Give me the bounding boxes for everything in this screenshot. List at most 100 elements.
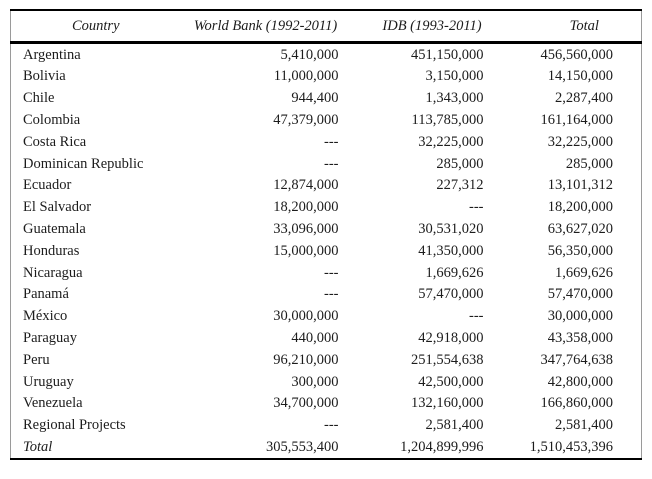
total-cell: 63,627,020 [547, 221, 613, 238]
idb-cell: 32,225,000 [418, 133, 484, 150]
world-bank-cell: 33,096,000 [273, 221, 339, 238]
table-row: Peru 96,210,000 251,554,638 347,764,638 [11, 349, 642, 371]
world-bank-cell: --- [324, 133, 339, 150]
country-cell: México [23, 308, 68, 325]
country-cell: Colombia [23, 112, 81, 129]
country-cell: El Salvador [23, 199, 92, 216]
total-cell: 1,669,626 [555, 264, 613, 281]
total-cell: 42,800,000 [547, 373, 613, 390]
total-cell: 2,287,400 [555, 90, 613, 107]
total-cell: 166,860,000 [540, 395, 614, 412]
world-bank-cell: --- [324, 286, 339, 303]
country-cell: Honduras [23, 242, 80, 259]
total-row-label: Total [23, 438, 53, 455]
table-row: Venezuela 34,700,000 132,160,000 166,860,00… [11, 393, 642, 415]
column-header-total: Total [569, 17, 599, 34]
world-bank-cell: 15,000,000 [273, 242, 339, 259]
table-row: Costa Rica --- 32,225,000 32,225,000 [11, 131, 642, 153]
world-bank-cell: 300,000 [291, 373, 339, 390]
idb-cell: 251,554,638 [411, 351, 484, 368]
idb-cell: --- [469, 199, 484, 216]
idb-cell: 57,470,000 [418, 286, 484, 303]
total-idb-value: 1,204,899,996 [400, 438, 484, 455]
idb-cell: 3,150,000 [425, 68, 484, 85]
idb-cell: 227,312 [436, 177, 484, 194]
table-row: Regional Projects --- 2,581,400 2,581,400 [11, 415, 642, 437]
country-cell: Peru [23, 351, 50, 368]
funding-by-country-table: Country World Bank (1992-2011) IDB (1993… [10, 9, 642, 461]
header-row: Country World Bank (1992-2011) IDB (1993… [10, 10, 642, 43]
column-header-world-bank: World Bank (1992-2011) [193, 17, 338, 34]
world-bank-cell: 12,874,000 [273, 177, 339, 194]
table-row: Colombia 47,379,000 113,785,000 161,164,000 [11, 109, 642, 131]
idb-cell: 1,343,000 [425, 90, 484, 107]
total-cell: 2,581,400 [555, 417, 613, 434]
table-row: México 30,000,000 --- 30,000,000 [11, 306, 642, 328]
table-body: Argentina 5,410,000 451,150,000 456,560,000… [11, 43, 642, 460]
idb-cell: 42,500,000 [418, 373, 484, 390]
country-cell: Paraguay [23, 330, 77, 346]
total-cell: 456,560,000 [540, 46, 614, 63]
world-bank-cell: 944,400 [291, 90, 339, 107]
total-cell: 43,358,000 [547, 330, 613, 346]
country-cell: Venezuela [23, 395, 83, 412]
total-total-value: 1,510,453,396 [529, 438, 613, 455]
total-row: Total 305,553,400 1,204,899,996 1,510,45… [11, 436, 642, 459]
total-cell: 56,350,000 [547, 242, 613, 259]
table-row: Guatemala 33,096,000 30,531,020 63,627,020 [11, 218, 642, 240]
world-bank-cell: 47,379,000 [273, 112, 339, 129]
table-row: Chile 944,400 1,343,000 2,287,400 [11, 88, 642, 110]
world-bank-cell: 18,200,000 [273, 199, 339, 216]
idb-cell: --- [469, 308, 484, 325]
world-bank-cell: --- [324, 417, 339, 434]
world-bank-cell: --- [324, 264, 339, 281]
total-cell: 13,101,312 [547, 177, 613, 194]
country-cell: Chile [23, 90, 55, 107]
country-cell: Nicaragua [23, 264, 83, 281]
idb-cell: 42,918,000 [418, 330, 484, 346]
total-cell: 18,200,000 [547, 199, 613, 216]
table-row: Uruguay 300,000 42,500,000 42,800,000 [11, 371, 642, 393]
column-header-idb: IDB (1993-2011) [382, 17, 482, 34]
country-cell: Guatemala [23, 221, 86, 238]
table-row: Nicaragua --- 1,669,626 1,669,626 [11, 262, 642, 284]
country-cell: Regional Projects [23, 417, 126, 434]
idb-cell: 30,531,020 [418, 221, 484, 238]
country-cell: Dominican Republic [23, 155, 144, 172]
country-cell: Panamá [23, 286, 69, 303]
table-row: Paraguay 440,000 42,918,000 43,358,000 [11, 327, 642, 349]
total-cell: 285,000 [565, 155, 613, 172]
world-bank-cell: --- [324, 155, 339, 172]
table-header: Country World Bank (1992-2011) IDB (1993… [10, 10, 642, 43]
world-bank-cell: 34,700,000 [273, 395, 339, 412]
country-cell: Bolivia [23, 68, 66, 85]
total-cell: 161,164,000 [540, 112, 614, 129]
country-cell: Costa Rica [23, 133, 87, 150]
country-cell: Argentina [23, 46, 81, 63]
idb-cell: 41,350,000 [418, 242, 484, 259]
country-cell: Uruguay [23, 373, 74, 390]
table-row: Dominican Republic --- 285,000 285,000 [11, 153, 642, 175]
total-cell: 30,000,000 [547, 308, 613, 325]
total-cell: 57,470,000 [547, 286, 613, 303]
world-bank-cell: 96,210,000 [273, 351, 339, 368]
total-cell: 347,764,638 [540, 351, 614, 368]
table-row: Panamá --- 57,470,000 57,470,000 [11, 284, 642, 306]
country-cell: Ecuador [23, 177, 72, 194]
world-bank-cell: 440,000 [291, 330, 339, 346]
world-bank-cell: 5,410,000 [280, 46, 339, 63]
idb-cell: 285,000 [436, 155, 484, 172]
idb-cell: 113,785,000 [411, 112, 484, 129]
total-cell: 14,150,000 [547, 68, 613, 85]
idb-cell: 132,160,000 [411, 395, 484, 412]
total-cell: 32,225,000 [547, 133, 613, 150]
table-row: El Salvador 18,200,000 --- 18,200,000 [11, 197, 642, 219]
idb-cell: 451,150,000 [411, 46, 484, 63]
column-header-country: Country [71, 17, 120, 34]
table-row: Honduras 15,000,000 41,350,000 56,350,000 [11, 240, 642, 262]
table-row: Bolivia 11,000,000 3,150,000 14,150,000 [11, 66, 642, 88]
idb-cell: 2,581,400 [425, 417, 484, 434]
world-bank-cell: 30,000,000 [273, 308, 339, 325]
idb-cell: 1,669,626 [425, 264, 484, 281]
